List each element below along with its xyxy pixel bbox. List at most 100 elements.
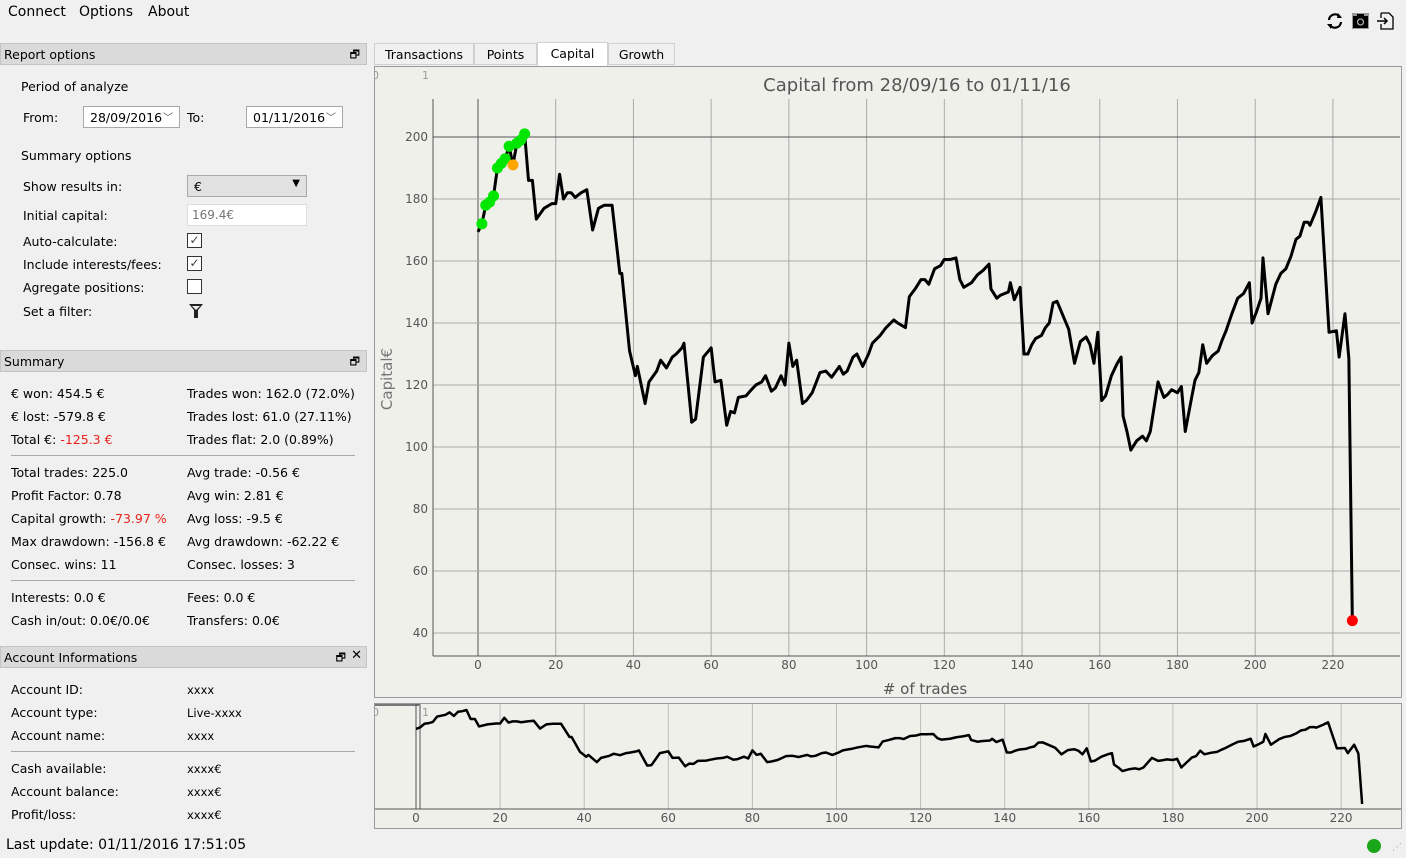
menu-about[interactable]: About	[148, 4, 190, 20]
show-results-value: €	[194, 179, 202, 194]
trades-lost: Trades lost: 61.0 (27.11%)	[187, 409, 352, 424]
from-date-picker[interactable]: 28/09/2016 ﹀	[83, 106, 180, 128]
total-trades: Total trades: 225.0	[11, 465, 128, 480]
y-axis-label: Capital€	[378, 348, 396, 410]
initial-capital-label: Initial capital:	[23, 208, 108, 223]
capital-chart[interactable]: 0 20 40 60 80 100 120 140 160 180 200 220 40 60 80 100 1…	[372, 66, 1402, 698]
float-panel-icon[interactable]: 🗗	[349, 48, 360, 61]
nav-x-tick-label: 20	[492, 811, 507, 825]
max-drawdown: Max drawdown: -156.8 €	[11, 534, 166, 549]
y-tick-label: 180	[405, 192, 428, 206]
aggregate-checkbox[interactable]	[187, 279, 202, 294]
panel-title: Report options	[4, 47, 96, 62]
account-row-value: xxxx€	[187, 785, 222, 799]
include-fees-checkbox[interactable]: ✓	[187, 256, 202, 271]
float-panel-icon[interactable]: 🗗	[335, 651, 346, 664]
nav-x-tick-label: 180	[1161, 811, 1184, 825]
trade-marker	[476, 218, 488, 230]
account-row-value: xxxx	[187, 683, 215, 697]
panel-title: Account Informations	[4, 650, 138, 665]
to-label: To:	[187, 110, 205, 125]
close-icon[interactable]: ✕	[351, 648, 362, 663]
total-row: Total €: -125.3 €	[11, 432, 113, 447]
nav-capital-line	[415, 708, 1364, 805]
to-date-value: 01/11/2016	[253, 110, 326, 125]
y-tick-label: 80	[413, 502, 428, 516]
lost-row: € lost: -579.8 €	[11, 409, 106, 424]
consec-losses: Consec. losses: 3	[187, 557, 295, 572]
resize-grip-icon[interactable]: ⋰	[1392, 842, 1402, 853]
menu-connect[interactable]: Connect	[8, 4, 66, 20]
tab-points[interactable]: Points	[474, 43, 537, 65]
refresh-icon[interactable]	[1327, 13, 1343, 29]
x-tick-label: 0	[474, 658, 482, 672]
to-date-picker[interactable]: 01/11/2016 ﹀	[246, 106, 343, 128]
show-results-label: Show results in:	[23, 179, 123, 194]
won-value: 454.5 €	[56, 386, 105, 401]
tab-growth[interactable]: Growth	[608, 43, 675, 65]
tab-capital[interactable]: Capital	[537, 42, 608, 66]
initial-capital-input[interactable]	[187, 204, 307, 226]
x-tick-label: 80	[781, 658, 796, 672]
account-row-value: Live-xxxx	[187, 706, 242, 720]
corner-label: 1	[422, 706, 429, 719]
account-row-label: Account name:	[11, 728, 106, 743]
divider	[11, 751, 355, 752]
account-row-label: Cash available:	[11, 761, 107, 776]
consec-wins: Consec. wins: 11	[11, 557, 117, 572]
navigator-chart[interactable]: 0 20 40 60 80 100 120 140 160 180 200 220 0 1	[372, 703, 1402, 829]
nav-x-tick-label: 120	[909, 811, 932, 825]
x-tick-label: 120	[933, 658, 956, 672]
profit-factor: Profit Factor: 0.78	[11, 488, 122, 503]
account-header: Account Informations 🗗 ✕	[0, 646, 367, 668]
summary-options-label: Summary options	[21, 148, 132, 163]
x-tick-label: 160	[1088, 658, 1111, 672]
x-tick-label: 200	[1244, 658, 1267, 672]
filter-icon[interactable]	[189, 303, 204, 319]
x-axis-label: # of trades	[883, 680, 968, 697]
divider	[11, 580, 355, 581]
summary-header: Summary 🗗	[0, 350, 367, 372]
avg-drawdown: Avg drawdown: -62.22 €	[187, 534, 340, 549]
trade-marker	[488, 190, 500, 202]
capital-growth-value: -73.97 %	[110, 511, 167, 526]
navigator-chart-svg: 0 20 40 60 80 100 120 140 160 180 200 220 0 1	[372, 703, 1401, 825]
camera-icon[interactable]	[1352, 13, 1369, 29]
nav-x-tick-label: 0	[412, 811, 420, 825]
float-panel-icon[interactable]: 🗗	[349, 355, 360, 368]
divider	[11, 455, 355, 456]
nav-x-tick-label: 100	[825, 811, 848, 825]
export-icon[interactable]	[1377, 12, 1394, 30]
account-row-label: Account balance:	[11, 784, 119, 799]
filter-label: Set a filter:	[23, 304, 93, 319]
nav-x-tick-label: 160	[1077, 811, 1100, 825]
nav-x-tick-label: 40	[577, 811, 592, 825]
connection-status-indicator	[1367, 839, 1381, 853]
report-options-header: Report options 🗗	[0, 43, 367, 65]
interests: Interests: 0.0 €	[11, 590, 106, 605]
nav-x-tick-label: 220	[1330, 811, 1353, 825]
total-label: Total €:	[11, 432, 57, 447]
x-tick-label: 180	[1166, 658, 1189, 672]
chevron-down-icon: ﹀	[163, 113, 173, 124]
nav-x-tick-label: 80	[745, 811, 760, 825]
nav-x-tick-label: 200	[1246, 811, 1269, 825]
y-tick-label: 60	[413, 564, 428, 578]
auto-calc-checkbox[interactable]: ✓	[187, 233, 202, 248]
menu-options[interactable]: Options	[79, 4, 134, 20]
show-results-select[interactable]: € ▼	[187, 175, 307, 197]
account-row-value: xxxx	[187, 729, 215, 743]
include-fees-label: Include interests/fees:	[23, 257, 162, 272]
lost-value: -579.8 €	[53, 409, 106, 424]
period-label: Period of analyze	[21, 79, 129, 94]
transfers: Transfers: 0.0€	[187, 613, 280, 628]
last-update: Last update: 01/11/2016 17:51:05	[6, 837, 247, 853]
corner-label: 1	[422, 69, 429, 82]
avg-loss: Avg loss: -9.5 €	[187, 511, 283, 526]
chart-title: Capital from 28/09/16 to 01/11/16	[763, 75, 1071, 96]
aggregate-label: Agregate positions:	[23, 280, 145, 295]
capital-growth-row: Capital growth: -73.97 %	[11, 511, 167, 526]
x-tick-label: 20	[548, 658, 563, 672]
cash-inout: Cash in/out: 0.0€/0.0€	[11, 613, 150, 628]
tab-transactions[interactable]: Transactions	[374, 43, 474, 65]
